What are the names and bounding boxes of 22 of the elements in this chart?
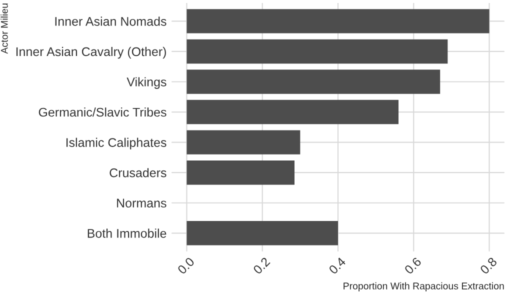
bar xyxy=(186,221,338,246)
y-tick-label: Inner Asian Nomads xyxy=(55,16,166,26)
bar xyxy=(186,70,440,94)
bar xyxy=(186,160,295,185)
y-tick-label: Islamic Caliphates xyxy=(66,138,166,150)
y-tick-label: Inner Asian Cavalry (Other) xyxy=(16,46,166,59)
bar xyxy=(186,100,399,124)
text: 0.0 xyxy=(177,256,195,275)
y-tick-label: Vikings xyxy=(126,77,166,89)
x-tick-label: 0.6 xyxy=(404,256,422,275)
y-tick-label: Germanic/Slavic Tribes xyxy=(38,108,166,117)
x-tick-label: 0.8 xyxy=(480,256,498,275)
y-tick-label: Normans xyxy=(117,198,166,208)
y-tick-label: Both Immobile xyxy=(88,228,166,238)
bar xyxy=(186,130,300,154)
y-tick-label: Crusaders xyxy=(110,168,166,178)
bar xyxy=(186,39,448,64)
x-axis-title: Proportion With Rapacious Extraction xyxy=(344,282,504,292)
x-tick-label: 0.4 xyxy=(328,256,346,275)
x-tick-label: 0.2 xyxy=(252,256,270,275)
y-axis-title: Actor Milieu xyxy=(0,4,8,54)
bar xyxy=(186,9,490,34)
